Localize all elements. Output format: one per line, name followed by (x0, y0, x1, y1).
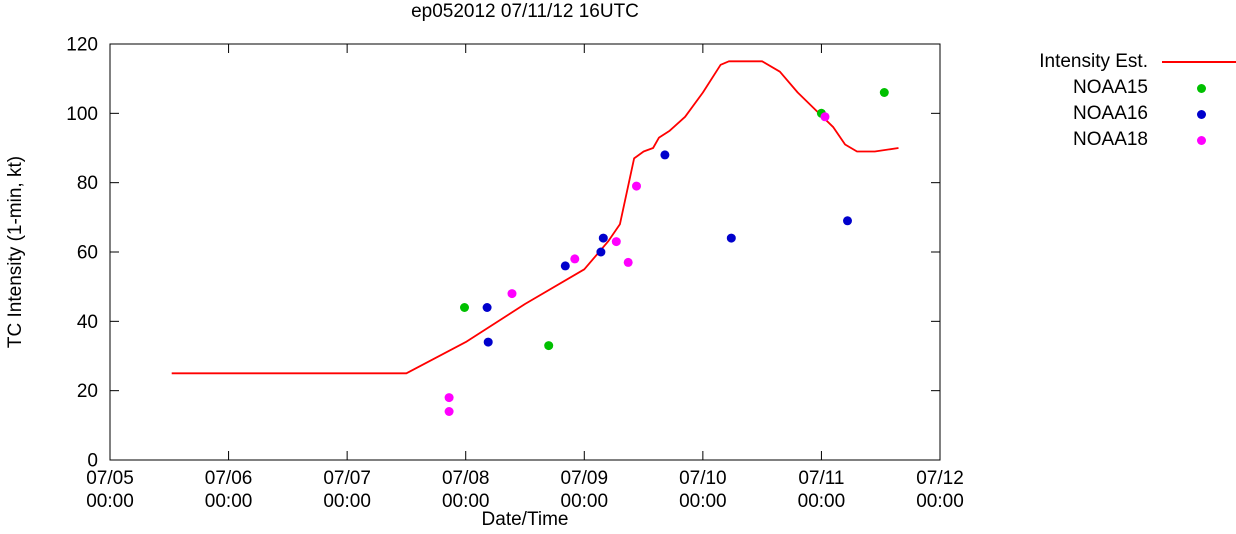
data-point-noaa18 (570, 254, 580, 264)
x-tick-label-date: 07/09 (561, 468, 609, 489)
legend-entry-noaa18: NOAA18 (996, 127, 1236, 153)
legend-label: Intensity Est. (1039, 51, 1148, 72)
x-tick-label-time: 00:00 (679, 491, 727, 512)
legend-dot-sample (1162, 135, 1236, 145)
x-tick-label-time: 00:00 (323, 491, 371, 512)
x-tick-label-date: 07/11 (798, 468, 844, 489)
legend-label: NOAA15 (1073, 77, 1148, 98)
legend-dot-sample (1162, 83, 1236, 93)
dot-swatch-icon (1196, 109, 1206, 119)
x-tick-label-time: 00:00 (798, 491, 846, 512)
legend-label: NOAA16 (1073, 103, 1148, 124)
y-tick-label: 120 (66, 35, 98, 56)
dot-swatch-icon (1196, 83, 1206, 93)
data-point-noaa16 (482, 303, 492, 312)
y-tick-label: 20 (77, 381, 98, 402)
x-tick-label-time: 00:00 (205, 491, 253, 512)
x-tick-label-time: 00:00 (442, 491, 490, 512)
data-point-noaa16 (598, 233, 608, 243)
data-point-noaa18 (507, 289, 517, 299)
x-tick-label-time: 00:00 (86, 491, 134, 512)
data-point-noaa15 (544, 341, 554, 351)
data-point-noaa16 (726, 233, 736, 243)
legend-label: NOAA18 (1073, 129, 1148, 150)
y-tick-label: 80 (77, 173, 98, 194)
line-swatch-icon (1162, 61, 1236, 63)
series-line-intensity-est (171, 60, 899, 375)
legend-entry-intensity-est: Intensity Est. (996, 49, 1236, 75)
data-point-noaa18 (444, 393, 454, 403)
data-point-noaa15 (460, 303, 469, 312)
data-point-noaa16 (483, 337, 493, 347)
data-point-noaa16 (596, 247, 606, 257)
data-point-noaa18 (444, 407, 454, 416)
x-tick-label-time: 00:00 (916, 491, 964, 512)
data-point-noaa18 (623, 257, 633, 267)
dot-swatch-icon (1196, 135, 1206, 145)
x-tick-label-date: 07/06 (205, 468, 253, 489)
x-tick-label-date: 07/07 (323, 468, 371, 489)
data-point-noaa15 (879, 88, 889, 97)
legend: Intensity Est. NOAA15 NOAA16 NOAA18 (996, 49, 1236, 153)
y-tick-label: 0 (87, 451, 98, 472)
data-point-noaa18 (611, 237, 621, 247)
x-tick-label-date: 07/08 (442, 468, 490, 489)
x-tick-label-date: 07/05 (86, 468, 134, 489)
x-tick-label-date: 07/10 (679, 468, 727, 489)
data-point-noaa18 (632, 181, 641, 191)
legend-entry-noaa15: NOAA15 (996, 75, 1236, 101)
data-point-noaa16 (843, 216, 852, 226)
plot-border (109, 43, 941, 461)
x-tick-label-time: 00:00 (561, 491, 609, 512)
data-point-noaa16 (560, 261, 570, 271)
data-point-noaa16 (660, 150, 670, 160)
x-tick-label-date: 07/12 (916, 468, 964, 489)
data-point-noaa18 (820, 112, 830, 122)
x-axis-label: Date/Time (481, 509, 569, 530)
y-tick-label: 40 (77, 312, 98, 333)
chart-title: ep052012 07/11/12 16UTC (411, 1, 639, 22)
y-tick-label: 100 (66, 104, 98, 125)
legend-entry-noaa16: NOAA16 (996, 101, 1236, 127)
legend-dot-sample (1162, 109, 1236, 119)
y-tick-label: 60 (77, 243, 98, 264)
legend-line-sample (1162, 61, 1236, 63)
